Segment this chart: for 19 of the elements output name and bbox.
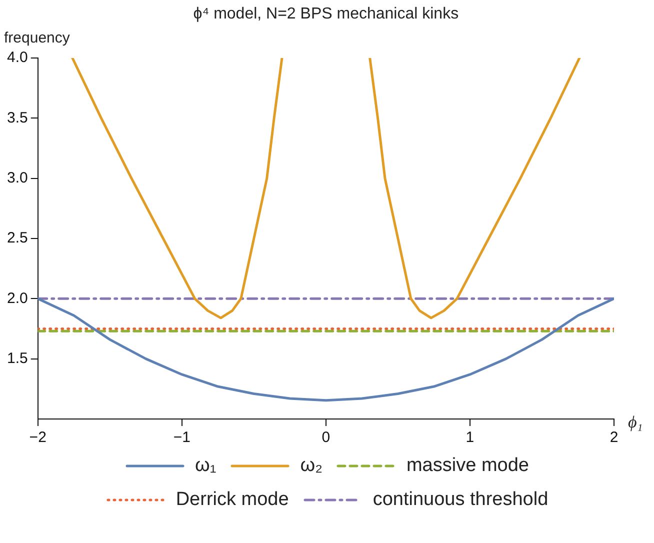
x-tick-label: 2 bbox=[610, 429, 618, 446]
x-tick-label: −2 bbox=[29, 429, 46, 446]
y-axis-title: frequency bbox=[4, 30, 70, 47]
legend-label: Derrick mode bbox=[176, 489, 289, 511]
y-tick-label: 1.5 bbox=[6, 350, 28, 367]
y-tick-label: 3.0 bbox=[6, 169, 28, 186]
y-tick-label: 3.5 bbox=[6, 109, 28, 126]
x-tick-label: 1 bbox=[466, 429, 474, 446]
chart-title: ϕ⁴ model, N=2 BPS mechanical kinks bbox=[193, 5, 459, 22]
legend-label: continuous threshold bbox=[372, 489, 548, 511]
y-tick-label: 2.0 bbox=[6, 290, 28, 307]
x-axis-title: ϕ₁ bbox=[628, 412, 643, 432]
legend-label: ω₁ bbox=[195, 455, 216, 477]
y-tick-label: 2.5 bbox=[6, 230, 28, 247]
y-tick-label: 4.0 bbox=[6, 49, 28, 66]
legend-label: ω₂ bbox=[300, 455, 322, 477]
x-tick-label: 0 bbox=[322, 429, 330, 446]
legend-label: massive mode bbox=[406, 455, 529, 477]
x-tick-label: −1 bbox=[173, 429, 190, 446]
